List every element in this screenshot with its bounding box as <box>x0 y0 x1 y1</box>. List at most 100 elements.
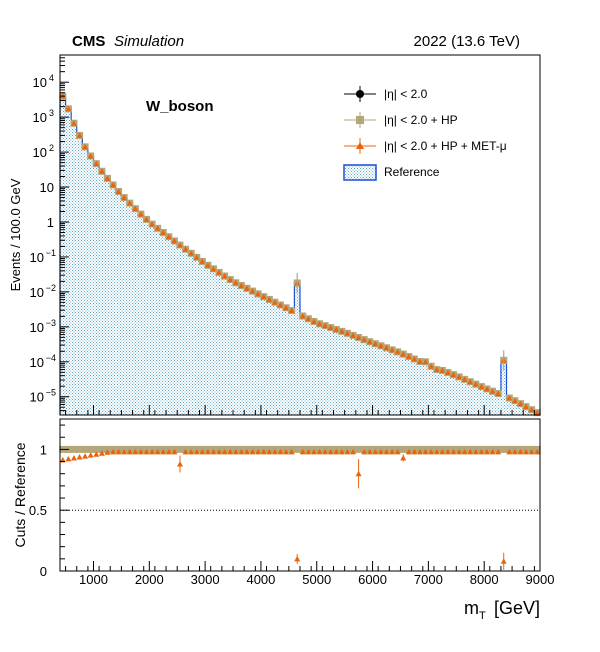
reference-bin <box>523 406 529 415</box>
x-tick-label: 1000 <box>79 572 108 587</box>
x-axis: 1000 2000 3000 4000 5000 6000 7000 8000 9000 <box>65 561 554 587</box>
met-mu-ratio-marker <box>383 448 390 455</box>
met-mu-ratio-marker <box>98 450 105 456</box>
met-mu-marker <box>450 371 457 378</box>
reference-bin <box>76 135 83 415</box>
met-mu-ratio-marker <box>121 448 128 455</box>
met-mu-marker <box>204 262 211 268</box>
legend-reference-swatch <box>343 164 377 181</box>
met-mu-marker <box>528 406 535 413</box>
met-mu-marker <box>439 367 446 373</box>
met-mu-ratio-marker <box>355 470 362 477</box>
top-y-tick-label: 10 <box>33 110 47 125</box>
top-y-tick-label: 1 <box>47 215 54 230</box>
reference-bin <box>495 393 501 415</box>
reference-bin <box>294 282 300 415</box>
met-mu-marker <box>193 254 200 260</box>
met-mu-marker <box>506 395 513 401</box>
met-mu-ratio-marker <box>361 448 368 455</box>
reference-bin <box>422 361 429 415</box>
ratio-reference-lines <box>60 448 540 511</box>
reference-bin <box>277 305 284 415</box>
met-mu-ratio-marker <box>310 448 317 455</box>
met-mu-ratio-marker <box>221 448 228 455</box>
reference-bin <box>439 370 446 415</box>
hp-ratio-marker <box>81 445 89 453</box>
legend-entry: Reference <box>343 164 440 181</box>
x-tick-label: 2000 <box>135 572 164 587</box>
met-mu-marker <box>517 400 524 407</box>
top-y-tick-exponent: 2 <box>49 143 54 153</box>
met-mu-marker <box>188 250 195 256</box>
met-mu-ratio-marker <box>283 448 290 455</box>
reference-bin <box>227 279 234 415</box>
met-mu-marker <box>467 378 474 385</box>
reference-bin <box>350 335 356 415</box>
reference-bin <box>65 108 72 416</box>
ratio-y-tick-label: 0.5 <box>29 503 47 518</box>
reference-bin <box>149 224 155 415</box>
met-mu-marker <box>456 373 463 380</box>
reference-bin <box>311 321 317 415</box>
reference-bin <box>355 337 362 415</box>
experiment-label: CMS <box>72 33 105 50</box>
reference-bin <box>417 361 423 415</box>
met-mu-marker <box>394 348 401 355</box>
reference-bin <box>316 323 323 415</box>
met-mu-ratio-marker <box>154 448 161 455</box>
met-mu-ratio-marker <box>500 558 507 564</box>
reference-bin <box>366 341 373 415</box>
met-mu-marker <box>132 205 139 212</box>
reference-bin <box>433 369 440 415</box>
met-mu-ratio-marker <box>483 448 490 455</box>
met-mu-ratio-marker <box>65 455 72 462</box>
met-mu-marker <box>489 388 496 394</box>
reference-bin <box>266 299 273 415</box>
top-x-ticks <box>65 405 541 415</box>
reference-bin <box>87 155 94 416</box>
reference-bin <box>60 96 66 415</box>
met-mu-marker <box>495 390 502 396</box>
met-mu-marker <box>70 120 77 126</box>
met-mu-marker <box>115 188 122 195</box>
reference-bin <box>473 384 479 415</box>
met-mu-ratio-marker <box>227 448 234 455</box>
legend-entry: |η| < 2.0 + HP <box>344 112 458 128</box>
reference-bin <box>272 302 278 415</box>
ratio-y-tick-label: 0 <box>40 564 47 579</box>
met-mu-ratio-marker <box>472 448 479 455</box>
ratio-y-tick-label: 1 <box>40 442 47 457</box>
reference-bin <box>283 307 289 415</box>
met-mu-marker <box>433 366 440 373</box>
reference-bin <box>506 398 513 415</box>
met-mu-ratio-marker <box>489 448 496 455</box>
reference-bin <box>221 275 228 415</box>
met-mu-ratio-marker <box>294 555 301 562</box>
reference-bin <box>104 178 111 415</box>
met-mu-ratio-marker <box>271 448 278 455</box>
met-mu-marker <box>177 242 183 248</box>
met-mu-marker <box>444 369 451 376</box>
x-tick-label: 4000 <box>246 572 275 587</box>
met-mu-marker <box>310 318 317 324</box>
met-mu-ratio-marker <box>299 448 306 455</box>
met-mu-marker <box>126 200 133 206</box>
reference-bin <box>512 400 518 415</box>
met-mu-ratio-marker <box>249 448 256 455</box>
hp-ratio-marker <box>98 445 106 453</box>
top-y-tick-label: 10 <box>33 145 47 160</box>
reference-bin <box>484 388 490 415</box>
met-mu-ratio-marker <box>126 448 133 455</box>
met-mu-marker <box>266 296 273 302</box>
reference-bin <box>260 296 267 415</box>
met-mu-marker <box>523 403 530 410</box>
met-mu-ratio-marker <box>199 448 206 455</box>
met-mu-marker <box>400 351 407 357</box>
reference-bin <box>400 354 407 415</box>
met-mu-ratio-marker <box>405 448 412 455</box>
met-mu-marker <box>227 276 234 283</box>
met-mu-ratio-marker <box>165 448 172 455</box>
reference-bin <box>99 171 105 415</box>
met-mu-marker <box>461 376 468 382</box>
